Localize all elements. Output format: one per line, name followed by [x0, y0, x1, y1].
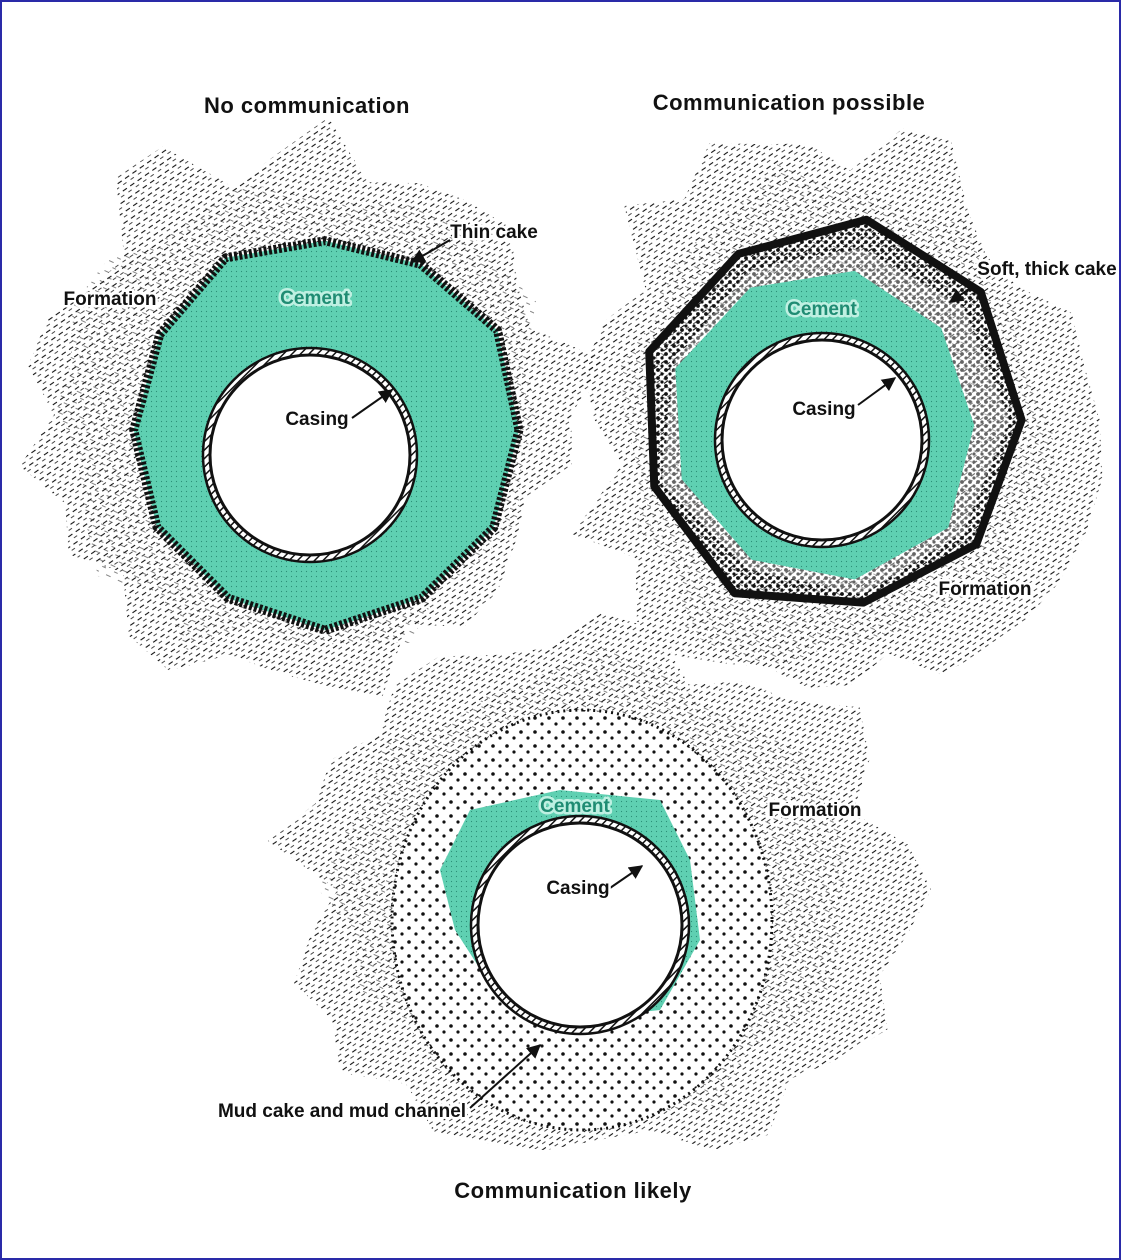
label: Thin cake: [450, 222, 538, 243]
label: Casing: [792, 399, 855, 420]
arrow: [469, 1044, 542, 1109]
label: Cement: [540, 796, 610, 817]
label: Casing: [285, 409, 348, 430]
label: Mud cake and mud channel: [218, 1101, 466, 1122]
label: Formation: [769, 800, 862, 821]
label: Soft, thick cake: [977, 259, 1116, 280]
label: Cement: [787, 299, 857, 320]
panel-title: Communication possible: [653, 90, 926, 115]
panel-title: Communication likely: [454, 1178, 692, 1203]
label: Formation: [64, 289, 157, 310]
casing: [476, 821, 684, 1029]
label: Casing: [546, 878, 609, 899]
panel-title: No communication: [204, 93, 410, 118]
casing: [720, 338, 924, 542]
arrow: [609, 865, 644, 889]
label: Cement: [280, 288, 350, 309]
arrow: [857, 377, 897, 406]
artwork: [19, 117, 1103, 1151]
arrow: [410, 239, 451, 263]
casing: [208, 353, 412, 557]
arrow: [948, 284, 976, 303]
label: Formation: [939, 579, 1032, 600]
arrow: [351, 389, 394, 419]
